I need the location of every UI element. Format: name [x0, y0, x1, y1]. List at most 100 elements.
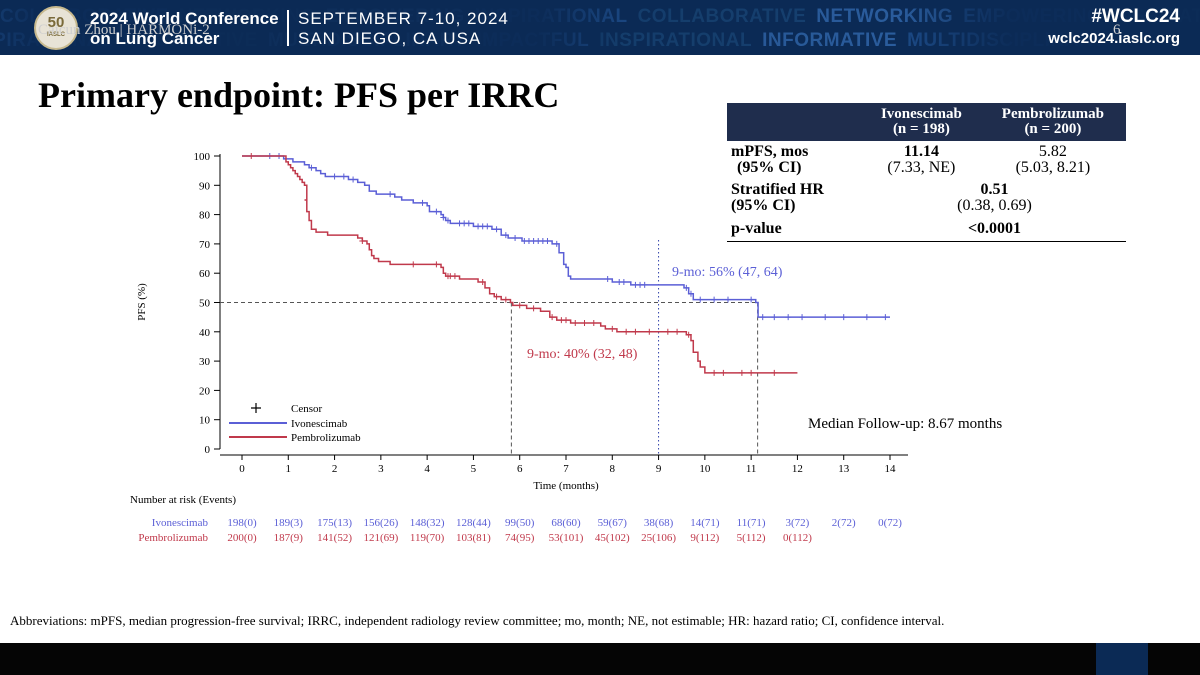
- pembrolizumab-mpfs: 5.82: [1038, 143, 1067, 160]
- y-tick-label: 100: [194, 151, 211, 163]
- x-tick-label: 14: [885, 463, 897, 475]
- pembrolizumab-censor-mark: [623, 328, 630, 335]
- pembrolizumab-risk-count: 103(81): [456, 532, 491, 544]
- pembrolizumab-censor-mark: [433, 261, 440, 268]
- p-value-label: p-value: [727, 217, 863, 242]
- results-header-row: Ivonescimab (n = 198) Pembrolizumab (n =…: [727, 103, 1126, 141]
- pembrolizumab-risk-count: 53(101): [549, 532, 584, 544]
- pembrolizumab-censor-mark: [646, 328, 653, 335]
- ivonescimab-risk-count: 14(71): [690, 517, 720, 529]
- y-axis-title: PFS (%): [136, 283, 148, 321]
- ivonescimab-censor-mark: [620, 278, 627, 285]
- hr-ci: (0.38, 0.69): [957, 197, 1032, 214]
- conference-name: 2024 World Conference on Lung Cancer: [90, 9, 279, 49]
- censor-legend-label: Censor: [291, 403, 323, 415]
- hr-label-line2: (95% CI): [731, 197, 796, 214]
- pembrolizumab-censor-mark: [720, 369, 727, 376]
- ivonescimab-risk-count: 68(60): [551, 517, 581, 529]
- ivonescimab-km-curve: [242, 155, 890, 318]
- pembrolizumab-risk-count: 74(95): [505, 532, 535, 544]
- ivonescimab-censor-mark: [641, 281, 648, 288]
- x-tick-label: 11: [746, 463, 757, 475]
- x-tick-label: 3: [378, 463, 384, 475]
- slide-title: Primary endpoint: PFS per IRRC: [38, 75, 560, 115]
- y-tick-label: 20: [199, 385, 211, 397]
- x-tick-label: 2: [332, 463, 338, 475]
- ivonescimab-censor-mark: [419, 199, 426, 206]
- pembrolizumab-censor-mark: [685, 331, 692, 338]
- ivonescimab-risk-count: 11(71): [737, 517, 766, 529]
- y-tick-label: 0: [205, 444, 211, 456]
- ivonescimab-censor-mark: [308, 164, 315, 171]
- censor-legend-icon: [251, 403, 261, 413]
- pembrolizumab-risk-count: 200(0): [227, 532, 257, 544]
- pembrolizumab-risk-count: 0(112): [783, 532, 812, 544]
- banner-overlay: [0, 0, 1200, 55]
- ivonescimab-risk-count: 0(72): [878, 517, 902, 529]
- ivonescimab-censor-mark: [687, 290, 694, 297]
- results-header-pembrolizumab: Pembrolizumab (n = 200): [979, 103, 1126, 141]
- mpfs-label: mPFS, mos (95% CI): [727, 141, 863, 179]
- median-followup-annotation: Median Follow-up: 8.67 months: [808, 416, 1002, 432]
- pembrolizumab-censor-mark: [581, 320, 588, 327]
- ivonescimab-risk-count: 2(72): [832, 517, 856, 529]
- pembrolizumab-legend-label: Pembrolizumab: [291, 432, 361, 444]
- ivonescimab-header-name: Ivonescimab: [880, 106, 962, 122]
- ivonescimab-risk-count: 38(68): [644, 517, 674, 529]
- x-tick-label: 6: [517, 463, 523, 475]
- pembrolizumab-risk-count: 121(69): [363, 532, 398, 544]
- ivonescimab-9mo-label: 9-mo: 56% (47, 64): [672, 265, 783, 280]
- pembrolizumab-censor-mark: [451, 273, 458, 280]
- risk-table-title: Number at risk (Events): [130, 494, 236, 506]
- presenter-study: Caicun Zhou | HARMONi-2: [38, 22, 210, 38]
- ivonescimab-risk-count: 59(67): [598, 517, 628, 529]
- ivonescimab-censor-mark: [502, 232, 509, 239]
- pembrolizumab-censor-mark: [410, 261, 417, 268]
- pembrolizumab-risk-count: 141(52): [317, 532, 352, 544]
- page-number: 6: [1113, 22, 1121, 38]
- p-value: <0.0001: [863, 217, 1126, 242]
- x-tick-label: 9: [656, 463, 662, 475]
- ivonescimab-mpfs-cell: 11.14 (7.33, NE): [863, 141, 980, 179]
- ivonescimab-censor-mark: [553, 240, 560, 247]
- x-tick-label: 10: [699, 463, 711, 475]
- pembrolizumab-censor-mark: [632, 328, 639, 335]
- conference-banner: COLLABORATIVENETWORKINGEMPOWERINGINSPIRA…: [0, 0, 1200, 55]
- hr-value: 0.51: [980, 181, 1009, 198]
- p-value-row: p-value <0.0001: [727, 217, 1126, 242]
- ivonescimab-header-n: (n = 198): [892, 121, 950, 137]
- results-table: Ivonescimab (n = 198) Pembrolizumab (n =…: [727, 103, 1126, 242]
- pembrolizumab-header-n: (n = 200): [1024, 121, 1082, 137]
- ivonescimab-censor-mark: [544, 237, 551, 244]
- slide-footer: [0, 643, 1200, 675]
- ivonescimab-risk-count: 99(50): [505, 517, 535, 529]
- ivonescimab-mpfs: 11.14: [903, 143, 939, 160]
- ivonescimab-censor-mark: [697, 296, 704, 303]
- pembrolizumab-censor-mark: [479, 278, 486, 285]
- x-tick-label: 8: [610, 463, 616, 475]
- y-tick-label: 40: [199, 327, 211, 339]
- x-tick-label: 4: [424, 463, 430, 475]
- ivonescimab-censor-mark: [340, 173, 347, 180]
- pembrolizumab-censor-mark: [771, 369, 778, 376]
- pembrolizumab-censor-mark: [502, 296, 509, 303]
- website-link[interactable]: wclc2024.iaslc.org: [1048, 30, 1180, 47]
- ivonescimab-censor-mark: [771, 314, 778, 321]
- pembrolizumab-censor-mark: [674, 328, 681, 335]
- ivonescimab-censor-mark: [882, 314, 889, 321]
- pembrolizumab-risk-count: 9(112): [690, 532, 719, 544]
- pembrolizumab-risk-row-label: Pembrolizumab: [138, 532, 208, 544]
- ivonescimab-censor-mark: [440, 214, 447, 221]
- pembrolizumab-mpfs-ci: (5.03, 8.21): [1015, 159, 1091, 176]
- conference-line2: on Lung Cancer: [90, 29, 220, 48]
- results-header-blank: [727, 103, 863, 141]
- pembrolizumab-censor-mark: [711, 369, 718, 376]
- x-axis-title: Time (months): [533, 480, 599, 492]
- ivonescimab-censor-mark: [725, 296, 731, 303]
- ivonescimab-censor-mark: [484, 223, 491, 230]
- ivonescimab-censor-mark: [331, 173, 338, 180]
- dates-line2: SAN DIEGO, CA USA: [298, 29, 482, 48]
- ivonescimab-censor-mark: [711, 296, 718, 303]
- conference-dates: SEPTEMBER 7-10, 2024 SAN DIEGO, CA USA: [298, 9, 509, 49]
- ivonescimab-risk-count: 3(72): [786, 517, 810, 529]
